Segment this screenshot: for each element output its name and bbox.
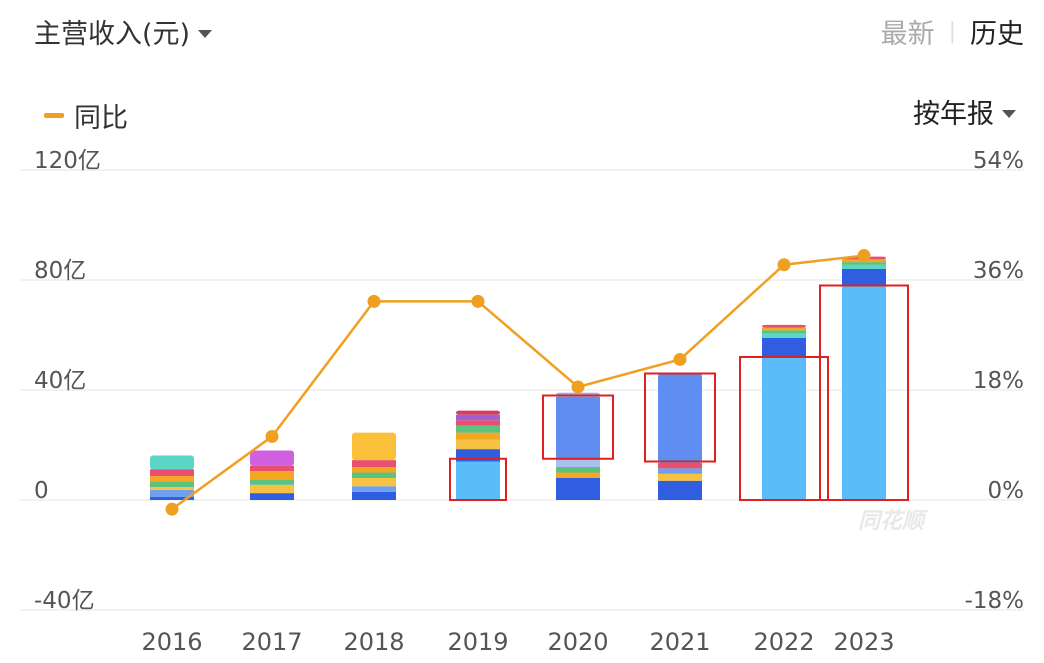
x-tick-label: 2019 <box>447 628 508 656</box>
bar-segment <box>456 414 500 421</box>
bar-segment <box>658 473 702 481</box>
yoy-line <box>171 254 865 511</box>
bar-segment <box>556 396 600 461</box>
toggle-divider: | <box>948 19 956 44</box>
bar-segment <box>352 460 396 467</box>
y-tick-left: 0 <box>34 478 49 504</box>
yoy-point <box>265 429 279 443</box>
bar-segment <box>456 439 500 450</box>
x-tick-label: 2023 <box>833 628 894 656</box>
bar-segment <box>556 472 600 478</box>
bar-segment <box>250 465 294 472</box>
bar-segment <box>150 481 194 488</box>
y-tick-left: -40亿 <box>34 588 95 614</box>
chevron-down-icon[interactable] <box>198 29 213 38</box>
bar-segment <box>352 478 396 487</box>
x-tick-label: 2022 <box>753 628 814 656</box>
bar-segment <box>762 357 806 500</box>
yoy-point <box>673 352 687 366</box>
bar-segment <box>658 462 702 469</box>
y-tick-right: 54% <box>973 148 1024 174</box>
bar-segment <box>842 264 886 269</box>
highlight-box <box>542 394 614 460</box>
bar-segment <box>352 472 396 478</box>
highlight-box <box>819 284 909 501</box>
x-tick-label: 2018 <box>343 628 404 656</box>
toggle-history[interactable]: 历史 <box>970 19 1024 50</box>
chart-title-text: 主营收入(元) <box>34 19 191 50</box>
bar-segment <box>150 476 194 482</box>
bar-segment <box>250 450 294 466</box>
x-tick-label: 2020 <box>547 628 608 656</box>
yoy-point <box>857 249 871 263</box>
bar-segment <box>250 493 294 500</box>
view-toggle: 最新 | 历史 <box>881 12 1024 51</box>
period-label: 按年报 <box>913 99 994 130</box>
bar-segment <box>150 489 194 497</box>
bar-segment <box>352 491 396 500</box>
bar-segment <box>842 285 886 500</box>
y-tick-right: 0% <box>988 478 1025 504</box>
bar-segment <box>762 324 806 328</box>
y-tick-right: -18% <box>965 588 1024 614</box>
bar-segment <box>658 480 702 500</box>
bar-segment <box>250 471 294 480</box>
watermark: 同花顺 <box>858 509 928 534</box>
bar-segment <box>456 432 500 440</box>
bar-segment <box>250 484 294 494</box>
bar-segment <box>658 373 702 463</box>
legend-line-swatch <box>44 113 64 118</box>
bar-segment <box>556 460 600 467</box>
highlight-box <box>739 356 829 501</box>
bar-segment <box>150 496 194 500</box>
chevron-down-icon[interactable] <box>1002 109 1016 118</box>
highlight-box <box>644 372 716 463</box>
bar-segment <box>352 467 396 473</box>
bar-segment <box>352 486 396 492</box>
y-tick-right: 18% <box>973 368 1024 394</box>
bar-segment <box>762 327 806 331</box>
bar-segment <box>456 425 500 433</box>
bar-segment <box>842 269 886 286</box>
bar-segment <box>456 410 500 415</box>
yoy-point <box>571 380 585 394</box>
bar-segment <box>352 432 396 461</box>
yoy-point <box>471 294 485 308</box>
bar-segment <box>762 333 806 338</box>
bar-segment <box>150 455 194 470</box>
yoy-point <box>777 258 791 272</box>
yoy-point <box>367 294 381 308</box>
bar-segment <box>556 467 600 473</box>
x-tick-label: 2017 <box>241 628 302 656</box>
bar-segment <box>456 420 500 426</box>
bar-segment <box>250 479 294 485</box>
chart-title[interactable]: 主营收入(元) <box>34 12 213 51</box>
x-tick-label: 2021 <box>649 628 710 656</box>
y-tick-left: 80亿 <box>34 258 86 284</box>
bar-segment <box>150 469 194 477</box>
period-selector[interactable]: 按年报 <box>913 92 1016 131</box>
bar-segment <box>658 468 702 474</box>
bar-segment <box>842 262 886 265</box>
bar-segment <box>150 487 194 490</box>
legend: 同比 <box>44 96 128 135</box>
legend-label: 同比 <box>74 103 128 134</box>
yoy-point <box>165 502 179 516</box>
x-tick-label: 2016 <box>141 628 202 656</box>
y-tick-left: 40亿 <box>34 368 86 394</box>
y-tick-left: 120亿 <box>34 148 101 174</box>
bar-segment <box>762 330 806 334</box>
bar-segment <box>762 337 806 357</box>
bar-segment <box>456 461 500 500</box>
bar-segment <box>556 478 600 500</box>
toggle-latest[interactable]: 最新 <box>880 19 935 50</box>
highlight-box <box>449 457 507 501</box>
y-tick-right: 36% <box>973 258 1024 284</box>
